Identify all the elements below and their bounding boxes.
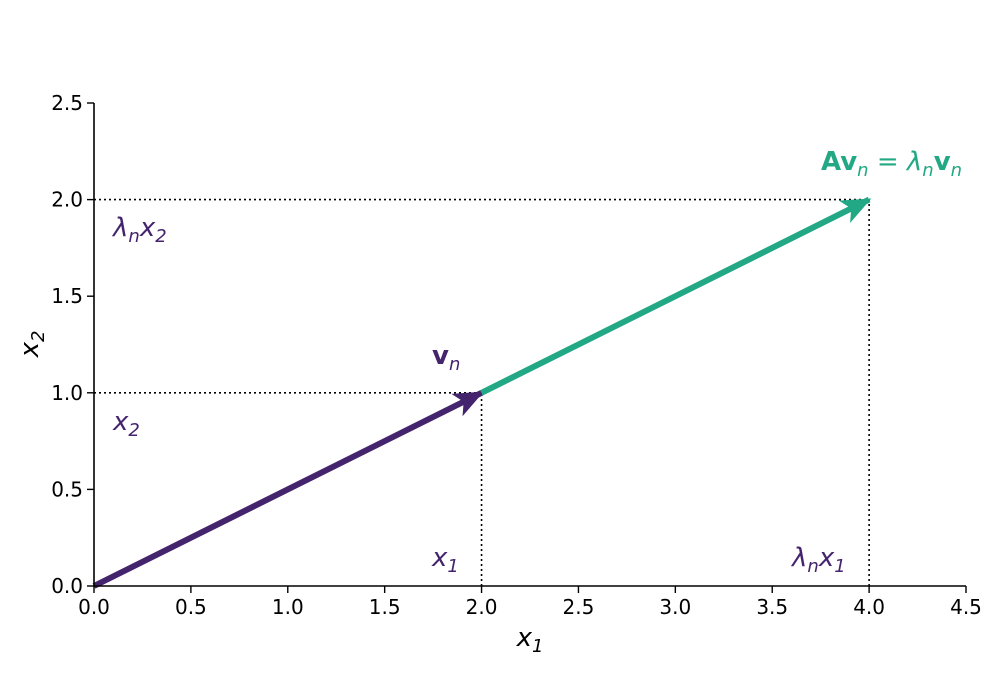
lambda-x1-label: λnx1 — [790, 543, 846, 577]
y-tick-label: 2.0 — [51, 188, 83, 212]
x-tick-label: 2.5 — [563, 595, 595, 619]
y-ticks: 0.0 0.5 1.0 1.5 2.0 2.5 — [51, 91, 94, 598]
y-tick-label: 0.0 — [51, 574, 83, 598]
x-tick-label: 4.5 — [950, 595, 982, 619]
x-ticks: 0.0 0.5 1.0 1.5 2.0 2.5 3.0 3.5 4.0 4.5 — [78, 586, 982, 619]
guide-lines — [94, 198, 870, 586]
vector-vn-arrow — [92, 390, 484, 589]
y-axis-label: x2 — [15, 331, 49, 359]
x-tick-label: 1.5 — [369, 595, 401, 619]
y-tick-label: 1.0 — [51, 381, 83, 405]
x-tick-label: 3.0 — [659, 595, 691, 619]
x-tick-label: 2.0 — [466, 595, 498, 619]
vector-avn-arrow — [480, 196, 872, 396]
x-tick-label: 0.5 — [175, 595, 207, 619]
vn-label: vn — [432, 341, 460, 375]
y-tick-label: 1.5 — [51, 284, 83, 308]
y-tick-label: 2.5 — [51, 91, 83, 115]
x-tick-label: 0.0 — [78, 595, 110, 619]
y-tick-label: 0.5 — [51, 477, 83, 501]
x-tick-label: 3.5 — [756, 595, 788, 619]
x-tick-label: 4.0 — [853, 595, 885, 619]
lambda-x2-label: λnx2 — [111, 213, 167, 247]
x-axis-label: x1 — [516, 623, 544, 657]
x2-label: x2 — [112, 407, 140, 441]
avn-label: Avn = λnvn — [821, 147, 962, 181]
vector-arrows — [92, 196, 872, 589]
x-tick-label: 1.0 — [272, 595, 304, 619]
x1-label: x1 — [431, 543, 459, 577]
